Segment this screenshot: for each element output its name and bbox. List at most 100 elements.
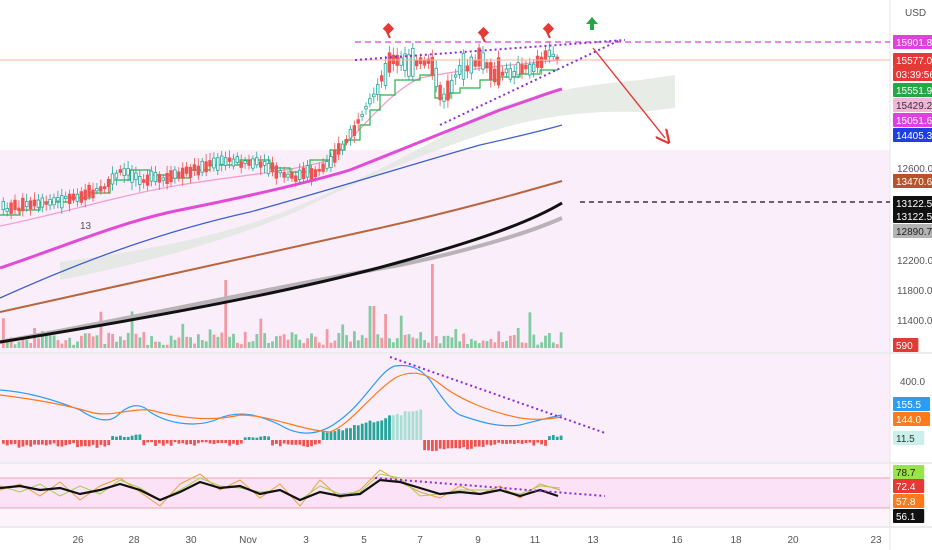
- candle-body: [383, 62, 388, 86]
- volume-bar: [169, 335, 173, 348]
- volume-bar: [142, 332, 146, 348]
- x-tick-label: 16: [671, 535, 683, 546]
- candle-body: [110, 173, 115, 185]
- rsi-line: [0, 478, 559, 502]
- candle-body: [75, 193, 80, 202]
- candle-body: [145, 174, 150, 186]
- candle-body: [465, 65, 470, 72]
- macd-histogram-bar: [434, 440, 438, 451]
- macd-histogram-bar: [544, 440, 547, 446]
- candle-body: [340, 143, 345, 151]
- macd-histogram-bar: [146, 440, 150, 443]
- macd-histogram-bar: [5, 440, 9, 446]
- candles: [1, 42, 559, 219]
- volume-bar: [165, 344, 169, 348]
- candle-body: [442, 93, 446, 102]
- volume-bar: [64, 340, 68, 348]
- volume-bar: [263, 333, 267, 348]
- candle-body: [352, 125, 356, 136]
- volume-bar: [395, 338, 399, 348]
- candle-body: [481, 52, 485, 70]
- macd-histogram-bar: [294, 440, 298, 445]
- volume-bar: [197, 334, 200, 348]
- macd-histogram-bar: [197, 440, 200, 444]
- volume-bar: [232, 333, 235, 348]
- volume-bar: [551, 342, 555, 348]
- volume-bar: [216, 336, 220, 348]
- volume-bar: [103, 344, 107, 348]
- macd-histogram-bar: [423, 440, 426, 451]
- macd-histogram-bar: [485, 440, 489, 445]
- volume-bar: [493, 342, 497, 348]
- macd-histogram-bar: [302, 440, 306, 447]
- macd-histogram-bar: [134, 434, 138, 440]
- volume-bar: [134, 333, 138, 348]
- volume-bar: [76, 341, 79, 348]
- macd-histogram-bar: [25, 440, 29, 446]
- candle-body: [173, 169, 177, 179]
- macd-histogram-bar: [364, 422, 368, 440]
- macd-histogram-bar: [122, 436, 126, 440]
- volume-bar: [512, 334, 516, 348]
- macd-histogram-bar: [384, 418, 387, 440]
- volume-bar: [185, 336, 189, 348]
- volume-bar: [544, 335, 547, 348]
- volume-bar: [173, 339, 177, 348]
- candle-body: [333, 149, 337, 163]
- x-tick-label: 18: [730, 535, 742, 546]
- volume-bar: [528, 312, 532, 348]
- macd-histogram-bar: [138, 434, 142, 440]
- volume-bar: [95, 335, 99, 348]
- candle-body: [321, 163, 325, 172]
- candle-body: [336, 143, 341, 155]
- candle-body: [231, 158, 236, 167]
- svg-text:72.4: 72.4: [896, 482, 916, 493]
- volume-bar: [388, 338, 391, 348]
- candle-body: [235, 156, 239, 163]
- sell-signal-3: [542, 22, 555, 39]
- candle-body: [301, 167, 306, 179]
- volume-bar: [17, 341, 21, 348]
- candle-body: [208, 160, 212, 167]
- currency-label[interactable]: USD: [905, 8, 926, 19]
- volume-bar: [298, 339, 302, 348]
- macd-histogram-bar: [193, 440, 196, 446]
- volume-bar: [208, 329, 212, 348]
- candle-body: [1, 201, 5, 211]
- volume-bar: [458, 341, 462, 348]
- macd-histogram-bar: [91, 440, 95, 445]
- candle-body: [520, 64, 524, 74]
- macd-histogram-bar: [212, 440, 216, 445]
- macd-histogram-bar: [368, 420, 372, 440]
- macd-histogram-bar: [259, 436, 263, 440]
- macd-histogram-bar: [321, 431, 325, 440]
- volume-bar: [380, 337, 384, 348]
- candle-body: [485, 62, 489, 69]
- candle-body: [196, 165, 200, 176]
- candle-body: [266, 163, 271, 175]
- macd-histogram-bar: [282, 440, 286, 444]
- macd-histogram-bar: [333, 431, 337, 440]
- macd-histogram-bar: [115, 436, 118, 440]
- volume-bar: [72, 344, 75, 348]
- x-tick-label: 23: [870, 535, 882, 546]
- svg-text:13470.6: 13470.6: [896, 177, 932, 188]
- candle-body: [40, 197, 44, 208]
- svg-text:78.7: 78.7: [896, 468, 916, 479]
- candle-body: [83, 189, 87, 201]
- x-tick-label: 9: [475, 535, 481, 546]
- price-tag: 14405.3: [893, 128, 932, 142]
- volume-bar: [384, 314, 387, 348]
- candle-body: [48, 199, 52, 206]
- volume-bar: [536, 344, 540, 348]
- volume-bar: [228, 336, 231, 348]
- candle-body: [17, 207, 21, 211]
- candle-body: [5, 207, 9, 212]
- candle-body: [282, 172, 286, 178]
- price-tag: 15577.0: [893, 53, 932, 67]
- volume-bar: [333, 340, 337, 348]
- macd-histogram-bar: [442, 440, 446, 450]
- candle-body: [411, 48, 415, 77]
- macd-histogram-bar: [446, 440, 450, 449]
